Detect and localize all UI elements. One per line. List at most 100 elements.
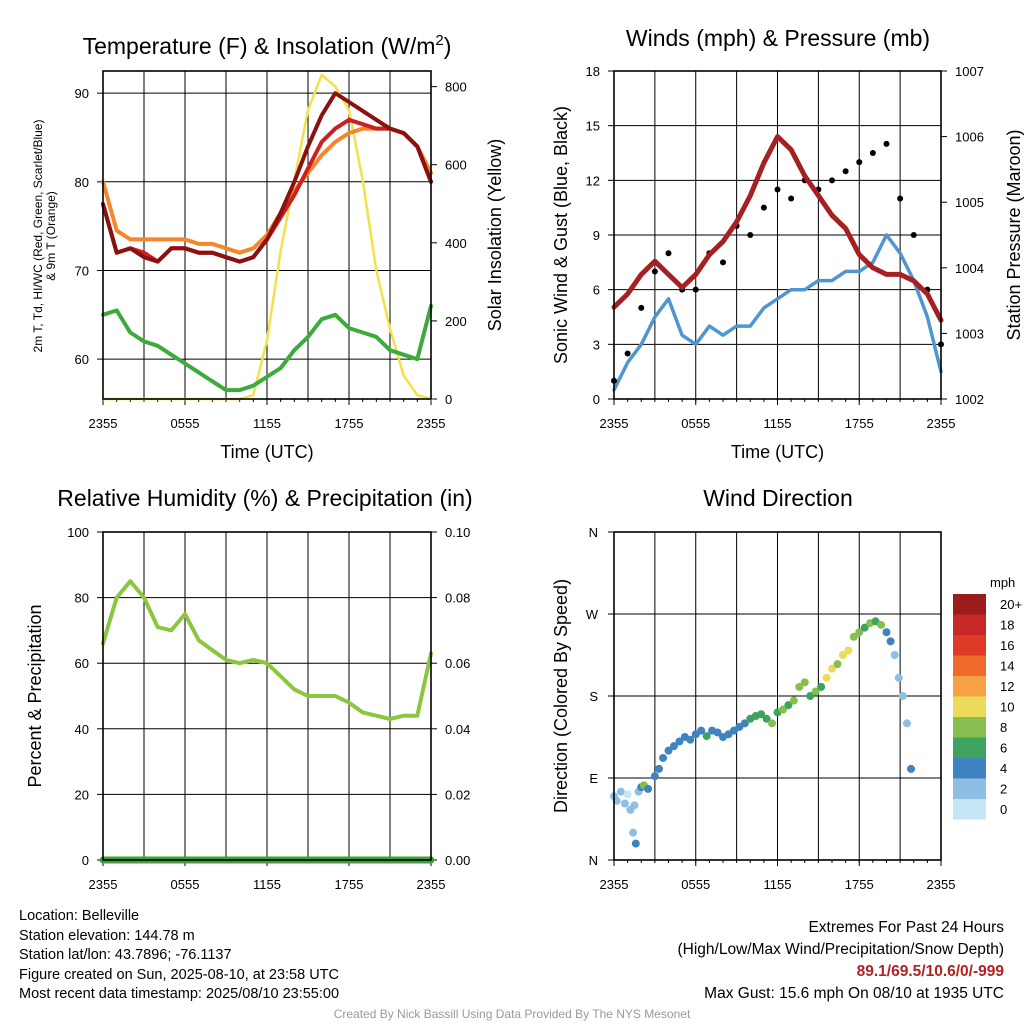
direction-point	[806, 692, 815, 700]
direction-point	[616, 787, 625, 796]
panel-title: Relative Humidity (%) & Precipitation (i…	[57, 485, 472, 511]
direction-point	[795, 682, 804, 691]
direction-point	[800, 678, 809, 687]
x-tick-label: 2355	[417, 877, 446, 892]
direction-point	[740, 719, 749, 728]
x-tick-label: 0555	[171, 877, 200, 892]
x-tick-label: 2355	[927, 416, 956, 431]
colorbar-swatch	[953, 799, 986, 820]
elevation-text: Station elevation: 144.78 m	[19, 927, 195, 944]
direction-point	[631, 839, 640, 848]
x-tick-label: 0555	[681, 877, 710, 892]
credit-text: Created By Nick Bassill Using Data Provi…	[333, 1007, 691, 1021]
series-line-sonic-wind	[612, 233, 943, 392]
title-text: )	[444, 33, 452, 59]
direction-point	[886, 637, 895, 646]
series-line-relative-humidity	[101, 579, 433, 721]
colorbar-label: 12	[1000, 679, 1014, 694]
y-tick-label: 3	[593, 337, 600, 352]
y2-axis-label: Station Pressure (Maroon)	[1004, 129, 1024, 340]
extremes-panel: Extremes For Past 24 Hours (High/Low/Max…	[678, 917, 1005, 1005]
x-tick-label: 2355	[89, 877, 118, 892]
gust-point	[829, 177, 835, 184]
direction-point	[907, 764, 916, 773]
y-tick-label: N	[589, 525, 598, 540]
x-tick-label: 2355	[927, 877, 956, 892]
colorbar-label: 2	[1000, 782, 1007, 797]
y-tick-label: 6	[593, 283, 600, 298]
y-tick-label: S	[589, 689, 598, 704]
plot-border	[102, 531, 432, 861]
created-text: Figure created on Sun, 2025-08-10, at 23…	[19, 966, 339, 983]
direction-point	[890, 651, 899, 659]
colorbar-label: 14	[1000, 659, 1014, 674]
gust-point	[856, 159, 863, 166]
plot-border	[102, 70, 432, 400]
gust-point	[842, 168, 849, 175]
y-axis-label-line: & 9m T (Orange)	[44, 191, 58, 281]
x-tick-label: 1755	[335, 416, 364, 431]
direction-point	[817, 682, 826, 691]
direction-point	[664, 746, 673, 755]
colorbar-swatch	[953, 778, 986, 799]
y-tick-label: 12	[586, 173, 600, 188]
direction-point	[702, 732, 711, 741]
y2-tick-label: 0.06	[445, 656, 470, 671]
y-tick-label: 100	[67, 525, 89, 540]
y-tick-label: N	[589, 853, 598, 868]
direction-point	[833, 660, 842, 669]
direction-point	[849, 632, 858, 641]
colorbar-label: 18	[1000, 618, 1014, 633]
colorbar: mph 20+ 18 16 14 12 10 8 6 4 2 0	[953, 575, 1022, 820]
direction-point	[686, 735, 695, 744]
y2-tick-label: 200	[445, 314, 467, 329]
gust-point	[692, 286, 699, 293]
x-tick-label: 2355	[89, 416, 118, 431]
y-tick-label: 90	[75, 86, 89, 101]
gust-point	[788, 195, 795, 202]
colorbar-swatch	[953, 614, 986, 635]
y-axis-label: Sonic Wind & Gust (Blue, Black)	[551, 106, 571, 364]
y-tick-label: 40	[75, 722, 89, 737]
direction-point	[844, 646, 853, 655]
y2-axis-label: Solar Insolation (Yellow)	[485, 139, 505, 331]
y-tick-label: 0	[82, 853, 89, 868]
direction-point	[697, 726, 706, 735]
gust-point	[747, 232, 754, 238]
y-tick-label: 70	[75, 263, 89, 278]
colorbar-swatch	[953, 676, 986, 697]
panel-title: Temperature (F) & Insolation (W/m2)	[83, 32, 452, 59]
latlon-text: Station lat/lon: 43.7896; -76.1137	[19, 947, 232, 963]
colorbar-label: 4	[1000, 761, 1007, 776]
x-tick-label: 1155	[253, 877, 281, 892]
gust-point	[720, 259, 726, 266]
gust-point	[665, 250, 672, 257]
x-tick-label: 1155	[764, 877, 792, 892]
colorbar-label: 16	[1000, 638, 1014, 653]
y-tick-label: 0	[593, 392, 600, 407]
colorbar-swatch	[953, 696, 986, 717]
gust-point	[651, 268, 658, 275]
direction-point	[675, 737, 684, 746]
title-superscript: 2	[435, 32, 443, 49]
plot-border	[613, 70, 942, 400]
direction-point	[768, 719, 777, 728]
y-tick-label: 18	[586, 64, 600, 79]
direction-point	[877, 620, 886, 629]
x-tick-label: 1755	[335, 877, 364, 892]
direction-point	[902, 719, 911, 728]
max-gust-text: Max Gust: 15.6 mph On 08/10 at 1935 UTC	[704, 985, 1004, 1002]
panel-1: Temperature (F) & Insolation (W/m2) 2355 0…	[31, 32, 505, 462]
direction-point	[623, 790, 632, 799]
y-tick-label: 80	[75, 175, 89, 190]
y2-tick-label: 0.08	[445, 591, 470, 606]
colorbar-swatch	[953, 717, 986, 738]
y2-tick-label: 1002	[955, 392, 984, 407]
y2-tick-label: 0.00	[445, 853, 470, 868]
x-axis-label: Time (UTC)	[731, 442, 824, 462]
x-tick-label: 2355	[600, 877, 629, 892]
x-tick-label: 0555	[171, 416, 200, 431]
y-axis-label: 2m T, Td, HI/WC (Red, Green, Scarlet/Blu…	[31, 120, 58, 353]
